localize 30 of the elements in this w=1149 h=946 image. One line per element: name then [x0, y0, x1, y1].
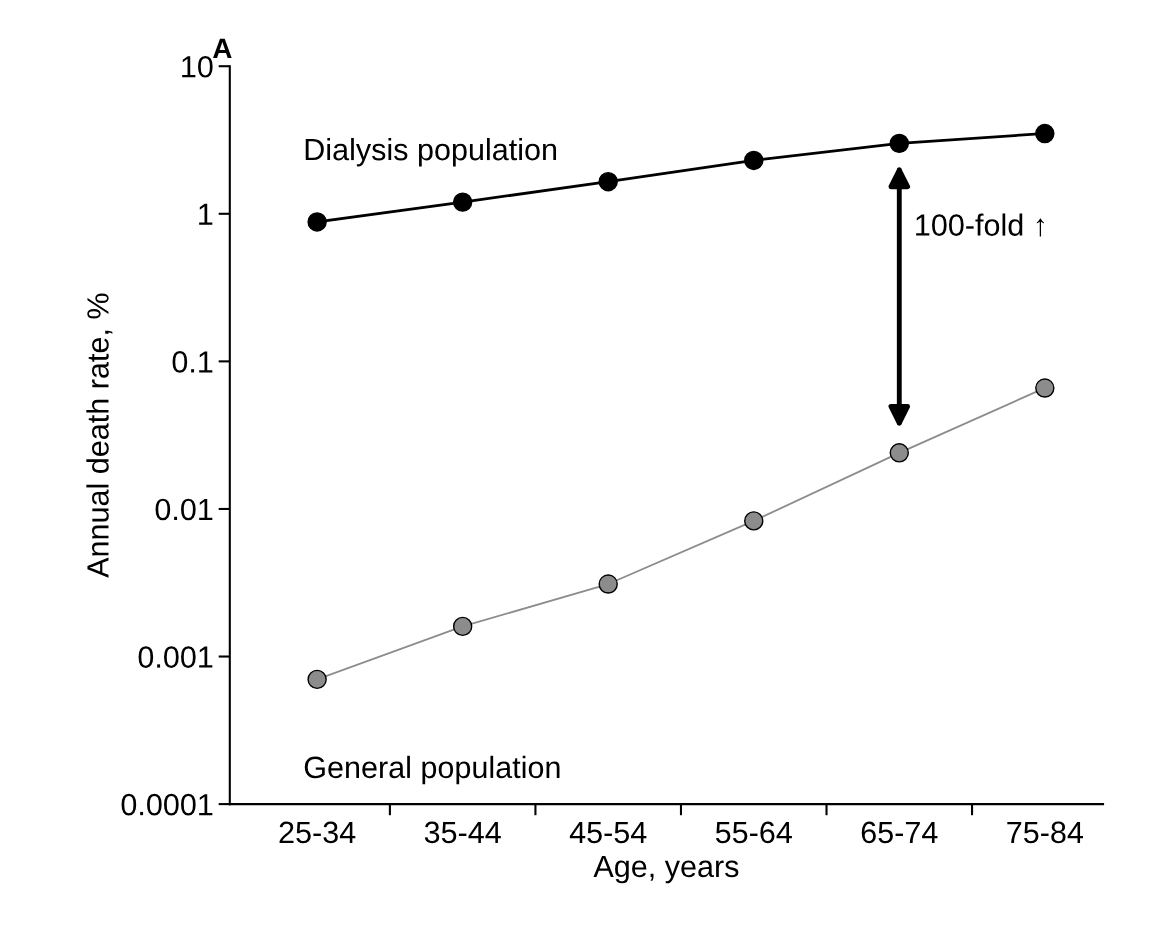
- point: [452, 616, 473, 637]
- point: [889, 443, 910, 463]
- text: General population: [304, 755, 560, 785]
- y-tick-label: 0.001: [138, 646, 213, 668]
- point: [744, 150, 764, 171]
- y-tick-label: 0.0001: [121, 793, 213, 816]
- point: [307, 212, 327, 232]
- annotation: 100-fold ↑: [916, 213, 1044, 237]
- point: [598, 574, 618, 594]
- x-tick-label: 45-54: [569, 821, 647, 844]
- x-tick-label: 35-44: [424, 821, 501, 844]
- y-axis-title: Annual death rate, %: [86, 293, 113, 578]
- x-tick-label: 75-84: [1007, 821, 1084, 844]
- point: [1035, 378, 1055, 398]
- point: [452, 192, 473, 212]
- x-tick-label: 65-74: [861, 821, 938, 844]
- x-tick-label: 55-64: [715, 821, 792, 844]
- y-tick-label: 10: [182, 55, 213, 78]
- x-axis-title: Age, years: [593, 855, 739, 884]
- point: [598, 171, 618, 192]
- point: [1035, 123, 1055, 144]
- x-tick-label: 25-34: [279, 821, 356, 844]
- chart-title: A: [213, 38, 232, 58]
- y-tick-label: 1: [199, 203, 213, 225]
- point: [307, 669, 327, 690]
- series-label: Dialysis population: [305, 137, 557, 167]
- y-tick-label: 0.01: [155, 498, 213, 521]
- y-tick-label: 0.1: [172, 351, 213, 373]
- point: [744, 511, 764, 531]
- point: [889, 133, 910, 154]
